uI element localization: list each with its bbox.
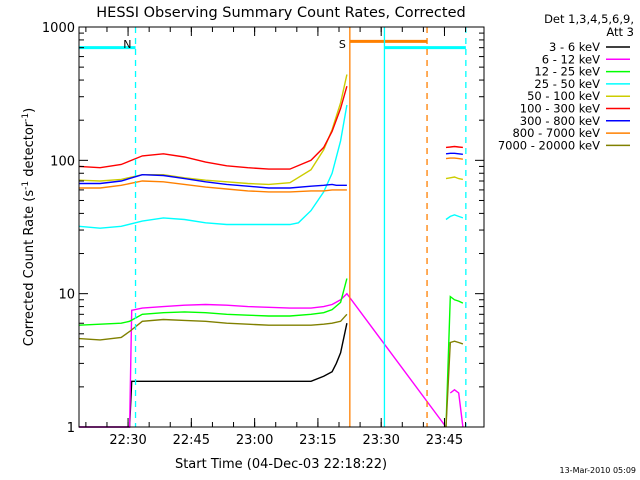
series-line-2	[445, 295, 464, 428]
y-axis-label-exponent: -1	[21, 181, 31, 190]
x-tick-label-4: 23:30	[362, 433, 399, 448]
x-tick-label-5: 23:45	[426, 433, 463, 448]
y-axis-label-part: detector	[22, 121, 37, 181]
chart-title: HESSI Observing Summary Count Rates, Cor…	[96, 5, 465, 21]
series-line-3	[78, 104, 348, 229]
legend-label-8: 7000 - 20000 keV	[498, 138, 600, 152]
series-line-2	[78, 278, 348, 326]
legend-title: Det 1,3,4,5,6,9,	[544, 12, 634, 26]
y-axis-label-exponent: -1	[21, 113, 31, 122]
y-tick-label-3: 1000	[42, 21, 75, 36]
y-tick-label-0: 1	[67, 421, 75, 436]
legend-label-2: 12 - 25 keV	[534, 65, 600, 79]
legend-label-0: 3 - 6 keV	[549, 40, 600, 54]
y-axis-label-part: )	[22, 108, 37, 113]
series-line-4	[78, 74, 348, 186]
legend-label-3: 25 - 50 keV	[534, 77, 600, 91]
series-line-5	[445, 145, 463, 149]
series-line-6	[445, 152, 463, 155]
legend-label-1: 6 - 12 keV	[542, 52, 600, 66]
legend-label-4: 50 - 100 keV	[527, 89, 600, 103]
x-axis-label: Start Time (04-Dec-03 22:18:22)	[175, 457, 387, 472]
x-tick-label-1: 22:45	[173, 433, 210, 448]
series-line-6	[79, 173, 347, 189]
plot-frame	[78, 26, 485, 428]
legend-label-5: 100 - 300 keV	[520, 102, 600, 116]
lines-layer	[78, 74, 464, 428]
annotation-label-2: S	[339, 38, 346, 51]
ticks-layer: 22:30 22:45 23:00 23:15 23:30 23:45 1 10 100 1000	[42, 21, 484, 448]
legend-label-7: 800 - 7000 keV	[512, 126, 600, 140]
legend-subtitle: Att 3	[606, 25, 634, 39]
series-line-4	[445, 176, 464, 181]
legend-label-6: 300 - 800 keV	[520, 114, 600, 128]
annotation-label-1: N	[123, 38, 131, 51]
y-tick-label-1: 10	[58, 288, 75, 303]
y-axis-label: Corrected Count Rate (s-1 detector-1)	[21, 108, 37, 346]
footer-timestamp: 13-Mar-2010 05:09	[560, 466, 637, 475]
series-line-1	[449, 388, 464, 428]
series-line-1	[79, 292, 447, 428]
x-tick-label-0: 22:30	[109, 433, 146, 448]
series-line-3	[445, 214, 464, 221]
series-line-0	[79, 323, 348, 428]
y-axis-label-part: Corrected Count Rate (s	[22, 190, 37, 347]
series-line-8	[445, 340, 464, 428]
x-tick-label-3: 23:15	[299, 433, 336, 448]
series-line-7	[445, 157, 463, 160]
series-line-8	[78, 313, 348, 341]
x-tick-label-2: 23:00	[236, 433, 273, 448]
series-line-5	[78, 86, 348, 170]
y-tick-label-2: 100	[50, 154, 75, 169]
series-line-7	[79, 180, 347, 193]
